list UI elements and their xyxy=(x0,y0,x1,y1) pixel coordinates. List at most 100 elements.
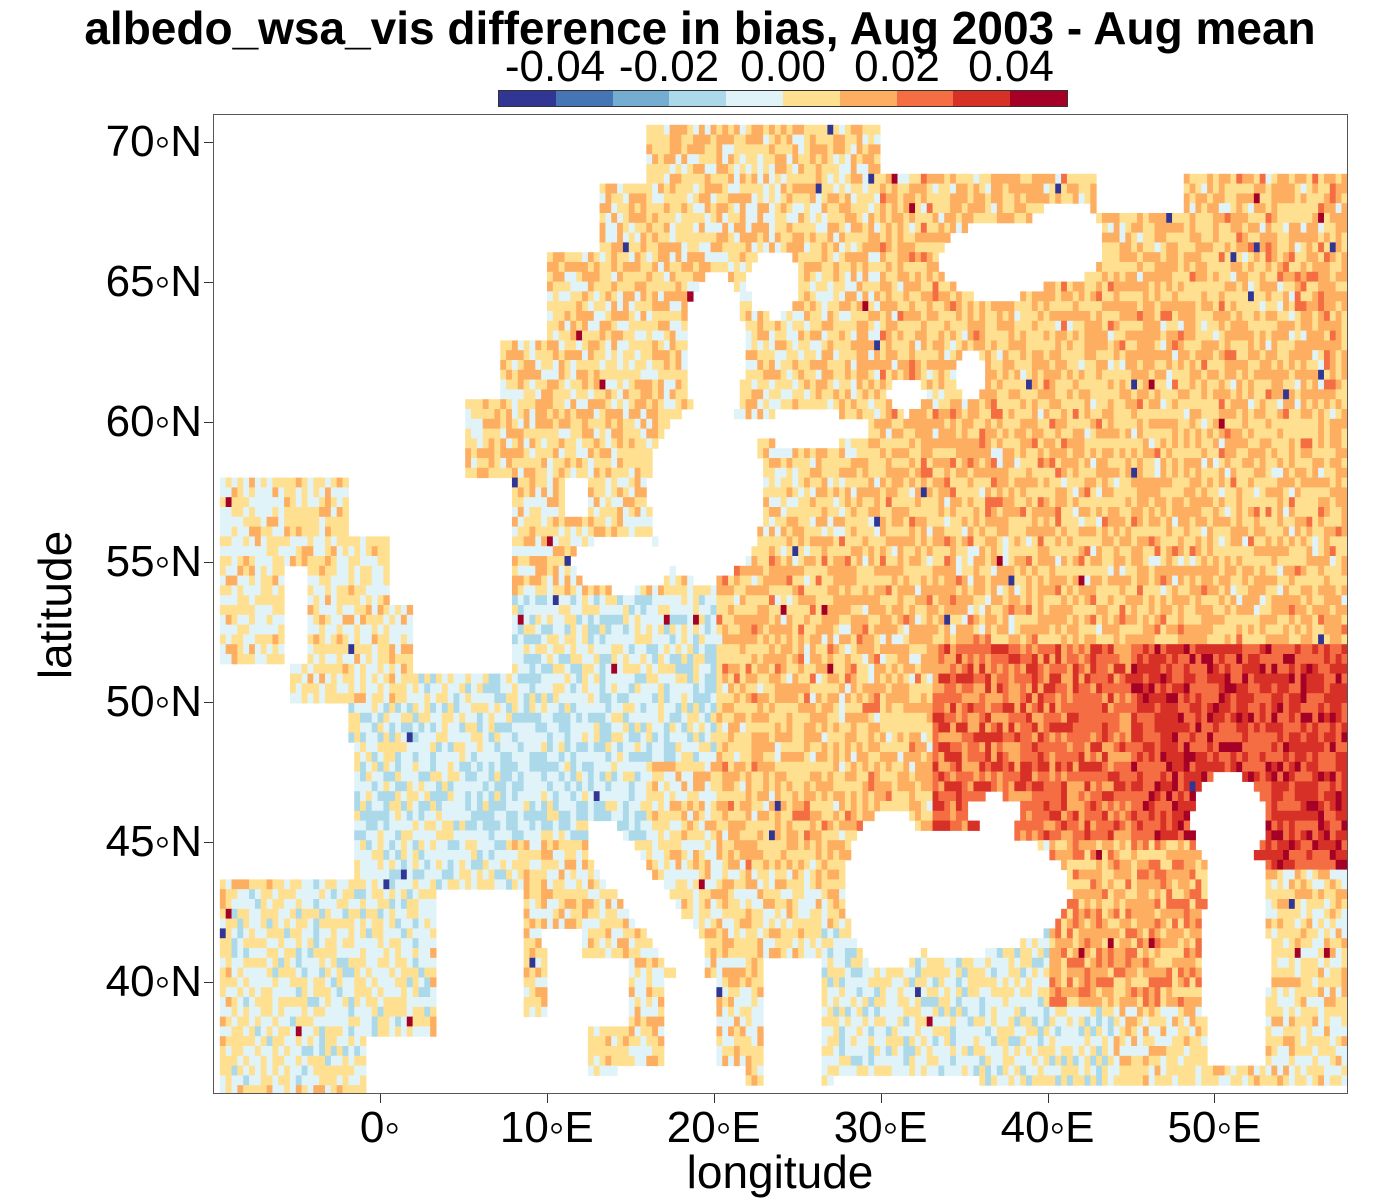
heatmap-cell xyxy=(564,399,571,410)
heatmap-cell xyxy=(862,487,869,498)
heatmap-cell xyxy=(1212,281,1220,292)
heatmap-cell xyxy=(1195,173,1202,185)
heatmap-cell xyxy=(1090,448,1097,459)
heatmap-cell xyxy=(1224,458,1231,469)
heatmap-cell xyxy=(1125,369,1132,381)
heatmap-cell xyxy=(1230,232,1237,243)
heatmap-cell xyxy=(1207,330,1214,341)
heatmap-cell xyxy=(1248,458,1255,469)
heatmap-cell xyxy=(482,409,490,420)
heatmap-cell xyxy=(815,360,823,371)
heatmap-cell xyxy=(225,477,233,488)
heatmap-cell xyxy=(663,301,671,312)
heatmap-cell xyxy=(1072,516,1080,528)
heatmap-cell xyxy=(990,526,998,537)
heatmap-cell xyxy=(809,222,817,234)
heatmap-cell xyxy=(862,213,869,224)
heatmap-cell xyxy=(342,497,349,508)
heatmap-cell xyxy=(944,389,951,400)
heatmap-cell xyxy=(757,183,764,194)
heatmap-cell xyxy=(558,311,566,322)
heatmap-cell xyxy=(944,330,951,341)
heatmap-cell xyxy=(1230,516,1237,528)
heatmap-cell xyxy=(1043,507,1050,518)
heatmap-cell xyxy=(295,497,303,508)
heatmap-cell xyxy=(605,418,612,430)
heatmap-cell xyxy=(874,497,881,508)
heatmap-cell xyxy=(874,320,881,332)
heatmap-cell xyxy=(798,193,805,204)
heatmap-cell xyxy=(646,516,653,528)
heatmap-cell xyxy=(1096,418,1103,430)
heatmap-cell xyxy=(856,497,863,508)
heatmap-cell xyxy=(1224,389,1231,400)
heatmap-cell xyxy=(1148,330,1156,341)
heatmap-cell xyxy=(1218,418,1226,430)
heatmap-cell xyxy=(1166,311,1173,322)
heatmap-cell xyxy=(582,311,589,322)
heatmap-cell xyxy=(1066,477,1074,488)
heatmap-cell xyxy=(757,379,764,390)
heatmap-cell xyxy=(1154,301,1161,312)
heatmap-cell xyxy=(833,271,840,283)
heatmap-cell xyxy=(1341,379,1347,390)
heatmap-cell xyxy=(926,428,934,439)
heatmap-cell xyxy=(634,409,641,420)
heatmap-cell xyxy=(1248,526,1255,537)
heatmap-cell xyxy=(844,526,852,537)
heatmap-cell xyxy=(915,173,922,185)
heatmap-cell xyxy=(511,369,519,381)
heatmap-cell xyxy=(1294,516,1302,528)
heatmap-cell xyxy=(839,271,846,283)
heatmap-cell xyxy=(815,458,823,469)
heatmap-cell xyxy=(1306,438,1313,449)
heatmap-cell xyxy=(950,497,957,508)
heatmap-cell xyxy=(1300,507,1307,518)
heatmap-cell xyxy=(1347,429,1348,439)
heatmap-cell xyxy=(1183,262,1191,273)
heatmap-cell xyxy=(973,526,980,537)
heatmap-cell xyxy=(990,389,998,400)
heatmap-cell xyxy=(272,487,279,498)
heatmap-cell xyxy=(646,262,653,273)
heatmap-cell xyxy=(1312,428,1319,439)
heatmap-cell xyxy=(693,173,700,185)
heatmap-cell xyxy=(605,497,612,508)
heatmap-cell xyxy=(1306,213,1313,224)
heatmap-cell xyxy=(1008,536,1015,547)
heatmap-cell xyxy=(593,409,601,420)
heatmap-cell xyxy=(798,320,805,332)
heatmap-cell xyxy=(1107,262,1115,273)
heatmap-cell xyxy=(786,487,793,498)
heatmap-cell xyxy=(1259,222,1267,234)
heatmap-cell xyxy=(646,350,653,361)
heatmap-cell xyxy=(1131,301,1138,312)
heatmap-cell xyxy=(1323,467,1331,479)
heatmap-cell xyxy=(1312,301,1319,312)
heatmap-cell xyxy=(593,271,601,283)
heatmap-cell xyxy=(722,154,729,165)
heatmap-cell xyxy=(710,242,717,253)
heatmap-cell xyxy=(1078,350,1085,361)
heatmap-cell xyxy=(768,546,776,557)
heatmap-cell xyxy=(1294,242,1302,253)
heatmap-cell xyxy=(1125,311,1132,322)
heatmap-cell xyxy=(1294,438,1302,449)
heatmap-cell xyxy=(1347,438,1348,448)
heatmap-cell xyxy=(786,330,793,341)
heatmap-cell xyxy=(517,369,525,381)
heatmap-cell xyxy=(307,497,314,508)
heatmap-cell xyxy=(967,311,974,322)
heatmap-cell xyxy=(1137,360,1144,371)
heatmap-cell xyxy=(284,507,291,518)
heatmap-cell xyxy=(681,232,688,243)
heatmap-cell xyxy=(839,389,846,400)
heatmap-cell xyxy=(319,516,326,528)
heatmap-cell xyxy=(1055,320,1062,332)
heatmap-cell xyxy=(938,320,945,332)
heatmap-cell xyxy=(675,340,682,351)
heatmap-cell xyxy=(856,467,863,479)
heatmap-cell xyxy=(1323,516,1331,528)
heatmap-cell xyxy=(704,222,712,234)
heatmap-cell xyxy=(1131,252,1138,263)
